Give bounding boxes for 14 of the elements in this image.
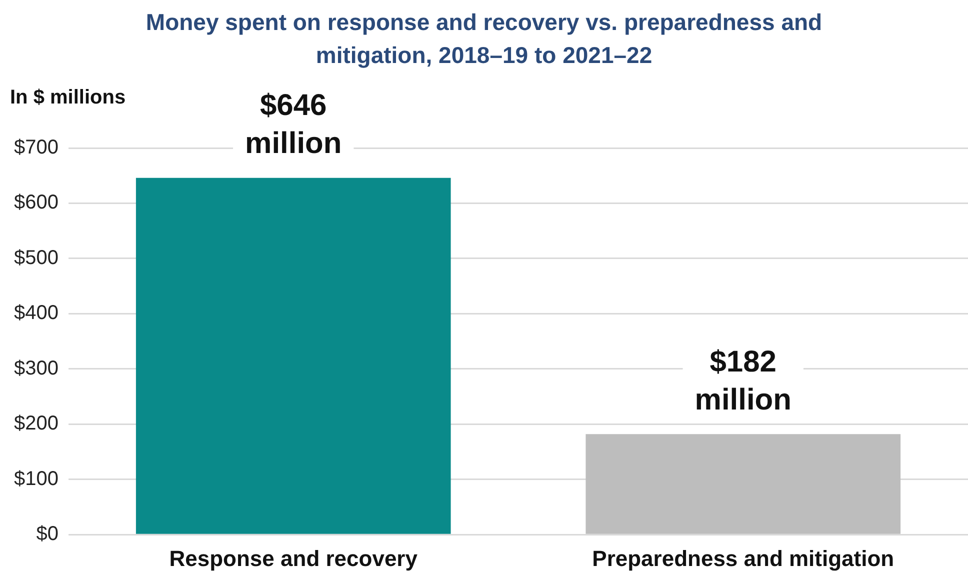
y-tick-label: $700 (14, 136, 58, 159)
y-tick-label: $300 (14, 357, 58, 380)
x-tick-label: Preparedness and mitigation (592, 546, 894, 571)
chart-title: Money spent on response and recovery vs. preparedness and mitigation, 2018–19 to 2021–22 (144, 8, 824, 70)
y-tick-label: $100 (14, 468, 58, 490)
data-label: $646 million (245, 89, 342, 160)
y-axis-title: In $ millions (10, 86, 126, 109)
y-tick-label: $500 (14, 246, 58, 269)
y-tick-label: $600 (14, 192, 58, 214)
data-label: $182 million (694, 345, 792, 416)
x-tick-label: Response and recovery (169, 546, 418, 571)
y-tick-label: $400 (14, 302, 58, 324)
y-tick-label: $200 (14, 412, 58, 435)
y-tick-label: $0 (36, 523, 58, 546)
